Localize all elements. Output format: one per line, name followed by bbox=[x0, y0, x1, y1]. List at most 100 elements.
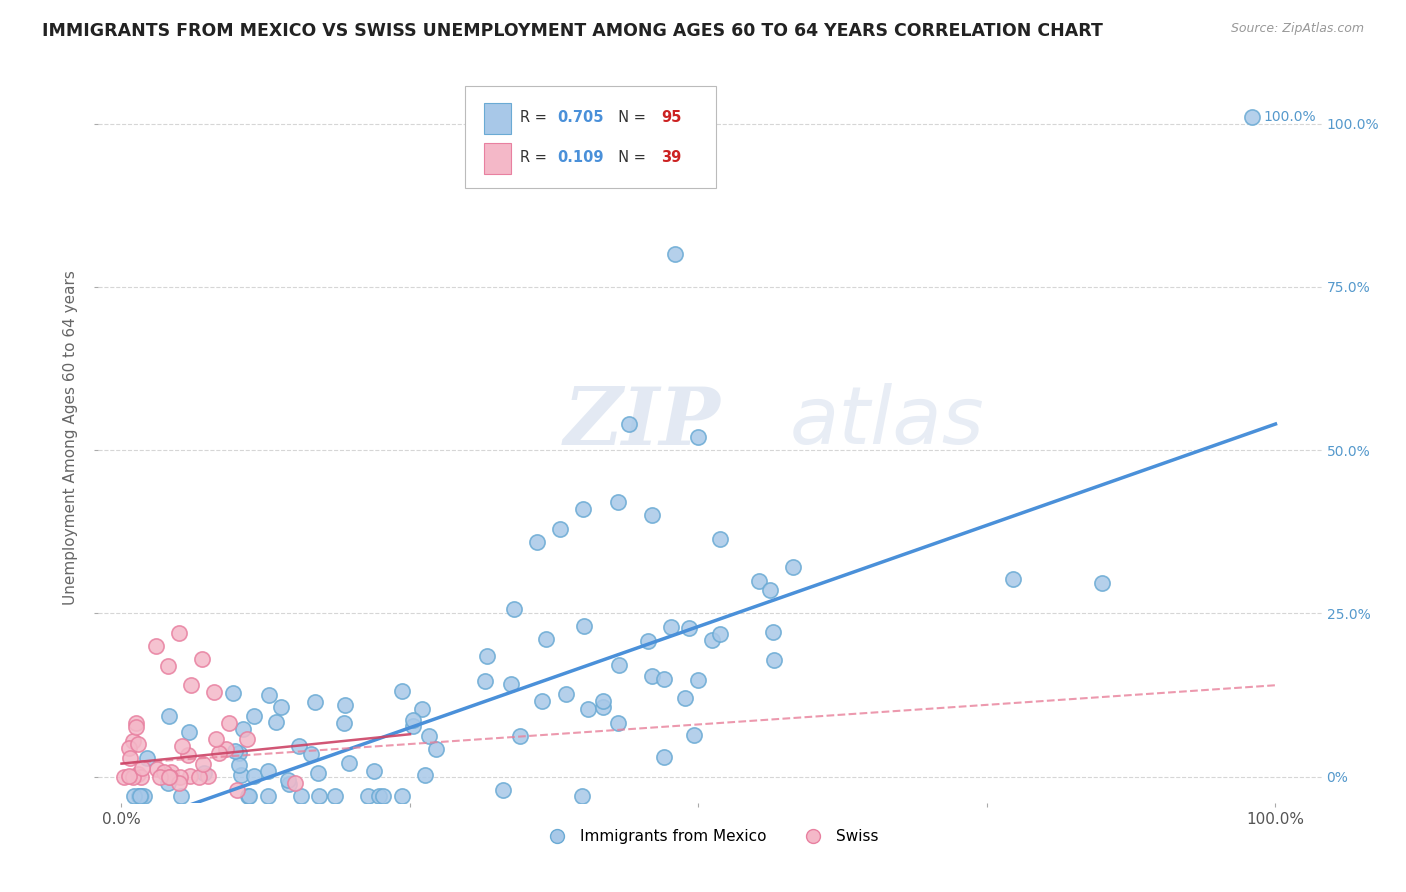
Y-axis label: Unemployment Among Ages 60 to 64 years: Unemployment Among Ages 60 to 64 years bbox=[63, 269, 79, 605]
Point bbox=[572, 619, 595, 633]
Point bbox=[572, 502, 595, 516]
Point bbox=[762, 624, 785, 639]
Point bbox=[238, 789, 260, 804]
Point bbox=[501, 677, 523, 691]
Point bbox=[160, 764, 183, 779]
Point bbox=[187, 770, 209, 784]
Point bbox=[425, 742, 447, 756]
Text: N =: N = bbox=[609, 150, 650, 165]
Point bbox=[548, 521, 571, 535]
Point bbox=[1001, 573, 1024, 587]
Point bbox=[688, 430, 710, 444]
Point bbox=[224, 744, 246, 758]
Point bbox=[222, 685, 245, 699]
Point bbox=[391, 683, 413, 698]
Text: atlas: atlas bbox=[790, 384, 984, 461]
Point bbox=[197, 769, 219, 783]
Point bbox=[157, 770, 180, 784]
Point bbox=[167, 626, 190, 640]
Point bbox=[401, 718, 423, 732]
Point bbox=[191, 652, 214, 666]
Point bbox=[122, 789, 145, 804]
Point bbox=[128, 789, 150, 804]
Point bbox=[238, 789, 260, 804]
Point bbox=[555, 687, 578, 701]
Text: 95: 95 bbox=[661, 110, 682, 125]
Point bbox=[215, 741, 238, 756]
Point bbox=[208, 746, 231, 760]
Point bbox=[782, 560, 804, 574]
Point bbox=[127, 766, 149, 780]
Point bbox=[748, 574, 770, 588]
Point bbox=[122, 734, 145, 748]
Point bbox=[709, 627, 731, 641]
Point bbox=[592, 700, 614, 714]
Point bbox=[270, 699, 292, 714]
Text: 100.0%: 100.0% bbox=[1264, 110, 1316, 124]
Point bbox=[243, 708, 266, 723]
Point bbox=[242, 769, 264, 783]
Point bbox=[290, 789, 312, 804]
Point bbox=[337, 756, 360, 771]
Point bbox=[509, 729, 531, 743]
Point bbox=[709, 533, 731, 547]
Point bbox=[193, 766, 215, 780]
Point bbox=[156, 776, 179, 790]
Point bbox=[659, 620, 682, 634]
Point bbox=[167, 776, 190, 790]
Point bbox=[391, 789, 413, 804]
Point bbox=[607, 658, 630, 673]
Point bbox=[356, 789, 378, 804]
Point bbox=[256, 764, 278, 778]
Point bbox=[125, 720, 148, 734]
Point bbox=[299, 747, 322, 762]
Point bbox=[1241, 110, 1264, 124]
Point bbox=[413, 768, 436, 782]
Point bbox=[152, 764, 174, 779]
Bar bbox=[484, 103, 510, 134]
Point bbox=[492, 782, 515, 797]
Point bbox=[402, 713, 425, 727]
Point bbox=[120, 751, 142, 765]
Point bbox=[118, 769, 141, 783]
Legend: Immigrants from Mexico, Swiss: Immigrants from Mexico, Swiss bbox=[536, 822, 884, 850]
Text: 39: 39 bbox=[661, 150, 682, 165]
Point bbox=[333, 698, 356, 713]
Point bbox=[673, 690, 696, 705]
Point bbox=[368, 789, 391, 804]
Point bbox=[177, 724, 200, 739]
Text: 0.705: 0.705 bbox=[557, 110, 603, 125]
Point bbox=[191, 757, 214, 772]
Point bbox=[571, 789, 593, 804]
Point bbox=[277, 777, 299, 791]
Point bbox=[236, 731, 259, 746]
Point bbox=[619, 417, 641, 431]
Point bbox=[652, 672, 675, 686]
Point bbox=[363, 764, 385, 778]
FancyBboxPatch shape bbox=[465, 86, 716, 188]
Point bbox=[652, 750, 675, 764]
Point bbox=[145, 639, 167, 653]
Point bbox=[304, 695, 326, 709]
Point bbox=[257, 789, 280, 804]
Point bbox=[411, 702, 433, 716]
Point bbox=[128, 789, 150, 804]
Point bbox=[664, 247, 686, 261]
Point bbox=[112, 770, 135, 784]
Point bbox=[534, 632, 557, 646]
Point bbox=[202, 685, 225, 699]
Point bbox=[135, 751, 157, 765]
Point bbox=[131, 761, 153, 775]
Point bbox=[179, 769, 201, 783]
Text: IMMIGRANTS FROM MEXICO VS SWISS UNEMPLOYMENT AMONG AGES 60 TO 64 YEARS CORRELATI: IMMIGRANTS FROM MEXICO VS SWISS UNEMPLOY… bbox=[42, 22, 1104, 40]
Bar bbox=[484, 143, 510, 174]
Point bbox=[503, 602, 526, 616]
Point bbox=[323, 789, 346, 804]
Point bbox=[122, 770, 145, 784]
Text: 0.109: 0.109 bbox=[557, 150, 603, 165]
Point bbox=[592, 694, 614, 708]
Point bbox=[683, 728, 706, 742]
Point bbox=[146, 762, 169, 776]
Point bbox=[474, 673, 496, 688]
Point bbox=[762, 653, 785, 667]
